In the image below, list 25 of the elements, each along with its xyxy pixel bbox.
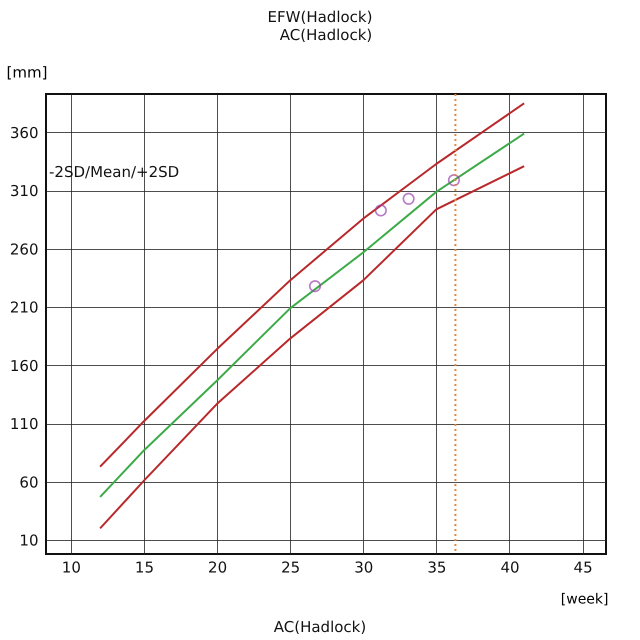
text: AC(Hadlock) [272, 618, 368, 636]
x-tick-label: 30 [354, 558, 374, 576]
x-tick-label: 20 [208, 558, 228, 576]
x-tick-label: 35 [427, 558, 446, 576]
y-tick-label: 10 [19, 532, 38, 550]
y-axis-title: [mm] [6, 64, 48, 82]
x-tick-label: 40 [500, 558, 520, 576]
x-tick-label: 45 [574, 558, 593, 576]
y-tick-label: 360 [10, 124, 38, 142]
point [308, 280, 322, 292]
y-tick-label: 110 [10, 415, 38, 434]
x-tick-label: 10 [62, 558, 81, 576]
y-tick-label: 60 [19, 473, 38, 492]
point [448, 174, 460, 186]
y-tick-label: 310 [10, 182, 38, 200]
x-axis-title: [week] [560, 592, 608, 608]
x-tick-label: 25 [281, 558, 300, 576]
point [374, 204, 387, 216]
x-tick-label: 15 [134, 558, 154, 576]
y-tick-label: 210 [10, 298, 38, 317]
point [402, 192, 415, 205]
y-tick-label: 160 [10, 356, 38, 375]
chart-title: AC(Hadlock) [280, 26, 372, 44]
y-tick-label: 260 [10, 240, 38, 258]
text: EFW(Hadlock) [266, 7, 374, 26]
